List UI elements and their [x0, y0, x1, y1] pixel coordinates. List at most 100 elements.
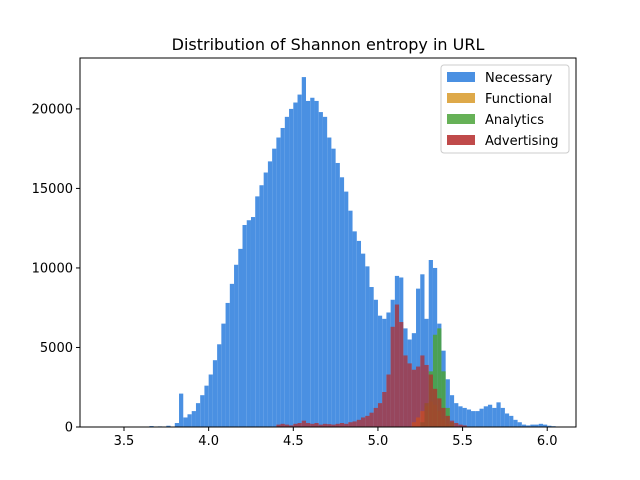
bar	[509, 415, 514, 427]
bar	[416, 288, 421, 428]
bar	[462, 407, 467, 427]
bar	[492, 407, 497, 427]
bar	[411, 369, 417, 427]
bar	[200, 395, 205, 427]
y-tick-label: 15000	[32, 182, 73, 197]
bar	[246, 220, 251, 427]
bar	[466, 409, 472, 427]
bar	[377, 403, 383, 427]
bar	[382, 392, 387, 427]
bar	[179, 393, 184, 427]
bar	[284, 116, 290, 427]
bar	[339, 177, 345, 427]
bar	[416, 366, 421, 427]
bar	[352, 231, 357, 427]
legend-label: Advertising	[485, 134, 559, 149]
bar	[255, 196, 260, 428]
bar	[314, 100, 319, 427]
legend: Necessary Functional Analytics Advertising	[440, 64, 570, 154]
bar	[521, 424, 527, 427]
bar	[475, 411, 480, 427]
bar	[242, 225, 247, 427]
bar	[272, 148, 277, 427]
bar	[305, 423, 311, 427]
bar	[284, 424, 290, 427]
bar	[174, 423, 180, 427]
bar	[327, 137, 332, 427]
bar	[547, 425, 552, 427]
legend-swatch	[447, 93, 475, 103]
bar	[297, 423, 302, 427]
bar	[318, 424, 323, 427]
bar	[542, 424, 548, 427]
bar	[318, 112, 323, 427]
bar	[454, 403, 459, 427]
bar	[403, 355, 408, 427]
bar	[432, 334, 438, 427]
bar	[289, 425, 294, 427]
bar	[267, 161, 273, 427]
bar	[454, 423, 459, 427]
bar	[212, 360, 218, 427]
bar	[276, 424, 281, 427]
bar	[310, 97, 315, 427]
bar	[458, 406, 463, 427]
bar	[344, 191, 349, 427]
bar	[259, 185, 264, 427]
bar	[322, 423, 328, 427]
bar	[361, 417, 366, 427]
bar	[195, 403, 201, 427]
bar	[487, 404, 493, 427]
series-advertising	[276, 304, 467, 427]
bar	[420, 355, 425, 427]
bar	[187, 414, 192, 427]
bar	[441, 407, 446, 427]
legend-label: Functional	[485, 92, 552, 107]
bar	[335, 423, 340, 427]
legend-swatch	[447, 114, 475, 124]
bar	[432, 388, 438, 427]
bar	[365, 266, 370, 427]
bar	[382, 318, 387, 427]
bar	[310, 423, 315, 427]
bar	[462, 425, 467, 427]
bar	[280, 127, 285, 427]
chart-title: Distribution of Shannon entropy in URL	[172, 35, 485, 54]
bar	[390, 326, 395, 427]
bar	[449, 420, 455, 427]
bar	[479, 408, 484, 427]
bar	[441, 371, 446, 427]
bar	[221, 323, 226, 427]
bar	[365, 415, 370, 427]
bar	[335, 162, 340, 427]
bar	[513, 419, 518, 427]
bar	[428, 260, 433, 427]
bar	[534, 424, 539, 427]
bar	[217, 344, 222, 427]
legend-label: Analytics	[485, 113, 544, 128]
bar	[386, 374, 391, 427]
bar	[234, 264, 239, 427]
bar	[263, 172, 268, 427]
bar	[301, 77, 306, 427]
y-tick-label: 0	[65, 421, 73, 436]
bar	[483, 406, 488, 427]
bar	[458, 424, 463, 427]
x-tick-label: 5.5	[452, 434, 473, 449]
x-tick-label: 6.0	[537, 434, 558, 449]
bar	[437, 328, 442, 427]
bar	[517, 422, 522, 427]
bar	[191, 411, 196, 427]
bar	[331, 148, 336, 427]
bar	[344, 423, 349, 427]
bar	[407, 363, 412, 427]
bar	[369, 287, 374, 427]
y-axis: 0 5000 10000 15000 20000	[32, 102, 80, 436]
bars-layer	[149, 77, 556, 428]
bar	[373, 407, 378, 427]
bar	[297, 94, 302, 427]
bar	[276, 137, 281, 427]
x-tick-label: 3.5	[114, 434, 135, 449]
bar	[369, 412, 374, 427]
bar	[352, 421, 357, 427]
